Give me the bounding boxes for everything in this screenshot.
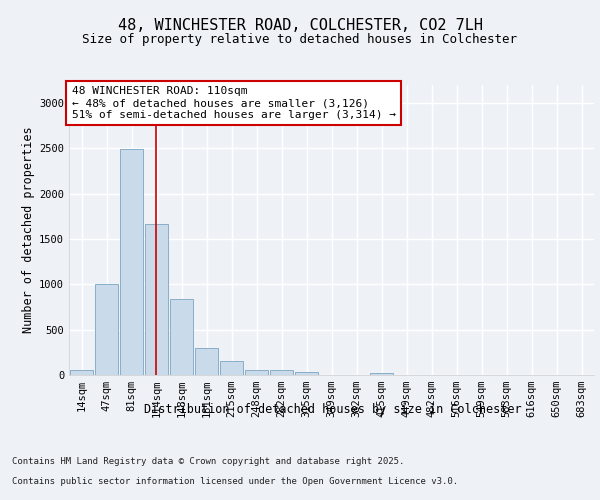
Bar xyxy=(70,370,93,375)
Bar xyxy=(220,361,243,375)
Y-axis label: Number of detached properties: Number of detached properties xyxy=(22,126,35,334)
Bar xyxy=(95,284,118,375)
Text: Contains public sector information licensed under the Open Government Licence v3: Contains public sector information licen… xyxy=(12,478,458,486)
Bar xyxy=(370,373,393,375)
Text: 48, WINCHESTER ROAD, COLCHESTER, CO2 7LH: 48, WINCHESTER ROAD, COLCHESTER, CO2 7LH xyxy=(118,18,482,32)
Bar xyxy=(120,150,143,375)
Text: 48 WINCHESTER ROAD: 110sqm
← 48% of detached houses are smaller (3,126)
51% of s: 48 WINCHESTER ROAD: 110sqm ← 48% of deta… xyxy=(71,86,395,120)
Text: Contains HM Land Registry data © Crown copyright and database right 2025.: Contains HM Land Registry data © Crown c… xyxy=(12,458,404,466)
Bar xyxy=(170,300,193,375)
Bar xyxy=(195,348,218,375)
Text: Size of property relative to detached houses in Colchester: Size of property relative to detached ho… xyxy=(83,32,517,46)
Bar xyxy=(270,370,293,375)
Text: Distribution of detached houses by size in Colchester: Distribution of detached houses by size … xyxy=(144,402,522,415)
Bar xyxy=(295,372,318,375)
Bar xyxy=(245,370,268,375)
Bar xyxy=(145,224,168,375)
